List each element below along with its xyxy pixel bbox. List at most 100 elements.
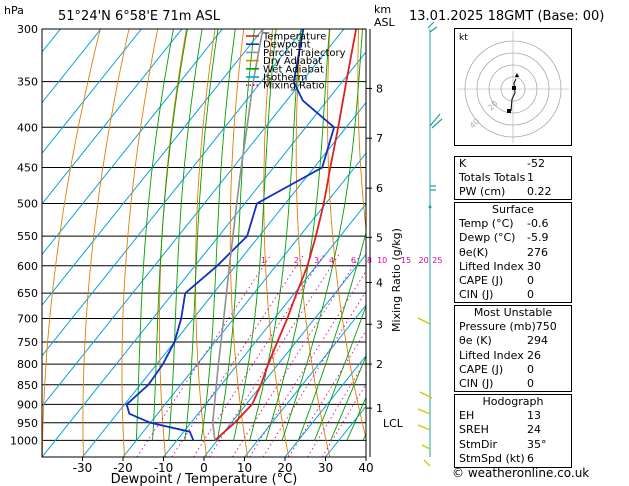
hodograph-title: Hodograph [482,395,544,408]
km-tick-label: 4 [376,276,383,289]
hodo-value: 13 [527,409,541,423]
x-axis-label: Dewpoint / Temperature (°C) [111,472,298,486]
mixing-ratio-label: 15 [401,256,411,265]
pressure-tick-label: 950 [17,417,38,430]
hodograph-ring-label: 40 [468,117,482,131]
hodo-value: 6 [527,451,534,465]
isotherm-line [42,29,345,408]
dry-adiabat [327,29,366,440]
hodograph-units-label: kt [459,33,468,43]
hodograph-plot: kt 20 40 [454,28,572,146]
pressure-tick-label: 550 [17,230,38,243]
x-tick-label: 10 [237,461,252,475]
km-tick-label: 6 [376,182,383,195]
legend-label: Mixing Ratio [263,81,325,92]
isotherm-line [244,304,366,457]
x-tick-label: 20 [277,461,292,475]
km-tick-label: 5 [376,231,383,244]
mu-value: 26 [527,348,541,362]
mixing-ratio-label: 20 [419,256,429,265]
pressure-tick-label: 1000 [10,434,38,447]
surface-label: CAPE (J) [459,274,504,288]
pressure-tick-label: 700 [17,312,38,325]
dry-adiabat [295,29,331,457]
wind-barb-icon [417,424,431,431]
isotherm-line [284,354,366,457]
mixing-ratio-label: 6 [351,256,356,265]
hodo-label: StmSpd (kt) [459,451,525,465]
surface-value: 0 [527,274,534,288]
km-tick-label: 8 [376,82,383,95]
hodo-value: 35° [527,437,547,451]
x-tick-label: 30 [318,461,333,475]
copyright-footer: © weatheronline.co.uk [452,466,590,480]
wind-barb-icon [427,21,438,33]
surface-value: -5.9 [527,231,549,245]
wet-adiabat [184,29,219,441]
mixing-ratio-line [232,253,362,457]
x-tick-label: -10 [154,461,174,475]
k-value: -52 [527,157,545,170]
wind-barb-icon [417,408,431,415]
wet-adiabat [330,355,366,441]
mu-label: Pressure (mb) [459,320,536,334]
wet-adiabat [168,29,203,441]
hodograph-marker [507,109,511,113]
isotherm-line [82,101,366,457]
wind-dot [428,205,432,209]
mixing-ratio-label: 1 [261,256,266,265]
mixing-ratio-line [171,253,305,457]
mixing-ratio-label: 4 [329,256,334,265]
x-tick-label: 40 [358,461,373,475]
pressure-tick-label: 800 [17,358,38,371]
hodo-value: 24 [527,423,541,437]
pressure-tick-label: 600 [17,260,38,273]
isotherm-line [122,152,366,457]
dry-adiabat [263,29,290,457]
surface-label: Temp (°C) [459,217,514,231]
legend-label: Isotherm [263,73,307,84]
surface-label: Dewp (°C) [459,231,516,245]
mixing-ratio-label: 3 [314,256,319,265]
legend-label: Temperature [262,32,326,43]
pressure-tick-label: 500 [17,198,38,211]
mu-label: CIN (J) [459,377,494,391]
pressure-tick-label: 400 [17,121,38,134]
indices-box: K -52 Totals Totals 1 PW (cm) 0.22 [454,156,572,200]
dry-adiabat [158,29,187,457]
hodo-label: SREH [459,423,489,437]
wet-adiabat [200,29,236,441]
legend-label: Parcel Trajectory [263,48,346,59]
mu-value: 750 [535,320,557,334]
mixing-ratio-line [136,253,272,457]
surface-label: CIN (J) [459,288,494,302]
surface-label: Lifted Index [459,259,524,273]
wet-adiabat [233,29,277,441]
mu-label: CAPE (J) [459,362,504,376]
wind-barb-icon [429,113,443,129]
k-label: K [459,157,467,170]
dry-adiabat [82,29,130,457]
wind-barb-icon [421,444,431,450]
wet-adiabat [135,29,174,441]
totals-value: 1 [527,171,534,185]
surface-value: -0.6 [527,217,549,231]
wind-barb-icon [423,459,431,467]
wet-adiabat [297,230,366,441]
legend-label: Wet Adiabat [263,64,324,75]
pressure-tick-label: 750 [17,336,38,349]
isotherm-line [42,29,142,155]
mixing-ratio-line [193,253,325,457]
isotherm-line [42,29,264,306]
storm-motion-icon [515,73,519,77]
most-unstable-title: Most Unstable [473,306,553,319]
pressure-tick-label: 900 [17,398,38,411]
mu-value: 294 [527,334,548,348]
mixing-ratio-label: 10 [377,256,387,265]
lcl-label: LCL [383,417,404,430]
dry-adiabat [357,29,366,233]
pw-value: 0.22 [527,185,552,199]
pressure-tick-label: 850 [17,379,38,392]
